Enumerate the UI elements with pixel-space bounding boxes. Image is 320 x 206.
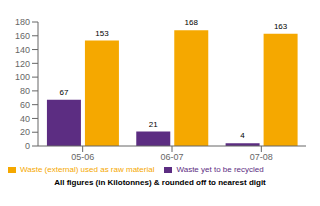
svg-text:80: 80 (20, 86, 30, 96)
html-text:Waste (external) used as raw m: Waste (external) used as raw material (20, 165, 155, 174)
svg-text:0: 0 (25, 141, 30, 151)
svg-text:67: 67 (59, 88, 68, 97)
svg-text:168: 168 (185, 18, 199, 27)
svg-text:4: 4 (240, 131, 245, 140)
svg-text:60: 60 (20, 100, 30, 110)
svg-text:100: 100 (15, 72, 30, 82)
svg-text:153: 153 (95, 29, 109, 38)
svg-text:07-08: 07-08 (250, 152, 273, 162)
svg-text:05-06: 05-06 (71, 152, 94, 162)
svg-text:21: 21 (149, 120, 158, 129)
svg-text:120: 120 (15, 59, 30, 69)
svg-text:163: 163 (274, 22, 288, 31)
svg-text:40: 40 (20, 114, 30, 124)
svg-text:06-07: 06-07 (160, 152, 183, 162)
svg-text:180: 180 (15, 17, 30, 27)
svg-text:20: 20 (20, 127, 30, 137)
html-text:Waste yet to be recycled: Waste yet to be recycled (176, 165, 264, 174)
svg-text:160: 160 (15, 31, 30, 41)
html-text:All figures (in Kilotonnes) &: All figures (in Kilotonnes) & rounded of… (54, 178, 266, 187)
svg-text:140: 140 (15, 45, 30, 55)
